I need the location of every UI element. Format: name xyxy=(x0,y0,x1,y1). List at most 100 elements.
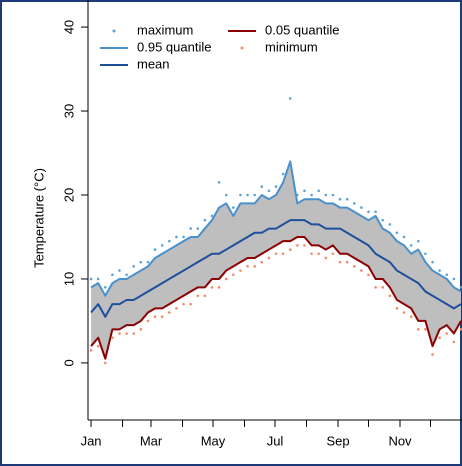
data-point xyxy=(352,202,356,205)
data-point xyxy=(388,223,392,226)
data-point xyxy=(203,218,207,222)
data-point xyxy=(253,265,256,268)
data-point xyxy=(409,315,413,319)
data-point xyxy=(224,193,228,197)
data-point xyxy=(274,252,278,256)
data-point xyxy=(381,218,385,222)
data-point xyxy=(424,252,427,256)
data-point xyxy=(416,239,420,243)
data-point xyxy=(89,349,93,352)
x-tick-label: Mar xyxy=(140,433,163,448)
data-point xyxy=(96,277,100,281)
data-point xyxy=(288,97,292,100)
x-tick-label: Jan xyxy=(81,433,102,448)
data-point xyxy=(310,252,313,256)
data-point xyxy=(132,332,136,335)
data-point xyxy=(445,332,449,335)
data-point xyxy=(352,265,356,268)
y-tick-label: 0 xyxy=(61,359,76,366)
data-point xyxy=(424,328,427,331)
data-point xyxy=(232,273,235,277)
data-point xyxy=(210,214,214,218)
data-point xyxy=(267,189,271,193)
y-tick-label: 20 xyxy=(61,188,76,202)
data-point xyxy=(189,227,192,230)
legend-label: 0.95 quantile xyxy=(137,39,211,54)
data-point xyxy=(303,244,306,247)
data-point xyxy=(345,197,349,201)
legend-label: 0.05 quantile xyxy=(265,22,339,37)
data-point xyxy=(317,189,321,193)
data-point xyxy=(260,185,264,188)
legend-label: mean xyxy=(137,56,170,71)
data-point xyxy=(381,286,385,289)
data-point xyxy=(438,269,441,272)
data-point xyxy=(217,181,221,184)
data-point xyxy=(118,269,121,272)
data-point xyxy=(331,193,335,197)
data-point xyxy=(232,206,235,209)
data-point xyxy=(338,197,342,201)
data-point xyxy=(324,256,328,260)
data-point xyxy=(175,235,178,239)
data-point xyxy=(153,248,157,251)
x-tick-label: May xyxy=(201,433,226,448)
data-point xyxy=(196,294,200,298)
data-point xyxy=(324,193,328,197)
data-point xyxy=(182,235,185,239)
data-point xyxy=(246,265,249,268)
data-point xyxy=(103,286,107,289)
data-point xyxy=(416,328,420,331)
data-point xyxy=(253,193,256,197)
data-point xyxy=(210,286,214,289)
data-point xyxy=(310,193,313,197)
data-point xyxy=(168,311,171,314)
data-point xyxy=(260,260,264,264)
legend-symbol xyxy=(240,46,244,50)
data-point xyxy=(409,244,413,247)
data-point xyxy=(317,252,321,256)
data-point xyxy=(281,252,285,256)
data-point xyxy=(146,260,150,264)
data-point xyxy=(345,260,349,264)
data-point xyxy=(175,307,178,310)
data-point xyxy=(111,273,114,277)
data-point xyxy=(274,185,278,188)
data-point xyxy=(367,210,370,214)
data-point xyxy=(459,328,462,331)
data-point xyxy=(374,210,377,214)
data-point xyxy=(189,302,192,306)
y-tick-label: 40 xyxy=(61,20,76,34)
data-point xyxy=(338,260,342,264)
y-tick-label: 10 xyxy=(61,272,76,286)
data-point xyxy=(168,239,171,243)
data-point xyxy=(139,260,143,264)
data-point xyxy=(459,286,462,289)
data-point xyxy=(182,302,185,306)
data-point xyxy=(331,252,335,256)
data-point xyxy=(374,286,377,289)
data-point xyxy=(288,248,292,251)
data-point xyxy=(452,340,456,344)
x-tick-label: Sep xyxy=(326,433,349,448)
data-point xyxy=(431,353,434,356)
data-point xyxy=(153,315,157,319)
data-point xyxy=(303,189,306,193)
data-point xyxy=(132,265,136,268)
data-point xyxy=(139,328,143,331)
data-point xyxy=(402,235,406,239)
data-point xyxy=(118,332,121,335)
data-point xyxy=(125,332,128,335)
data-point xyxy=(160,244,164,247)
data-point xyxy=(438,336,441,340)
data-point xyxy=(103,361,107,365)
data-point xyxy=(402,311,406,314)
data-point xyxy=(395,231,399,235)
data-point xyxy=(89,277,93,281)
data-point xyxy=(217,286,221,289)
data-point xyxy=(388,294,392,298)
x-tick-label: Nov xyxy=(388,433,412,448)
data-point xyxy=(360,269,363,272)
legend-label: minimum xyxy=(265,39,318,54)
